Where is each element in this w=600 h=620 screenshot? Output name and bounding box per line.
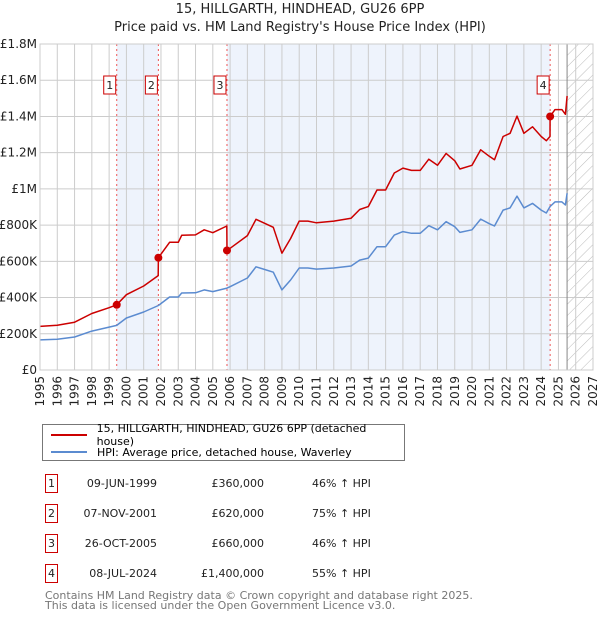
transaction-hpi-change: 75% ↑ HPI (312, 507, 371, 520)
sale-point (154, 253, 163, 262)
x-tick-label: 2018 (430, 376, 444, 407)
legend-label-property: 15, HILLGARTH, HINDHEAD, GU26 6PP (detac… (96, 422, 367, 448)
x-tick-label: 2002 (154, 376, 168, 407)
y-tick-label: £1.6M (0, 73, 37, 87)
y-tick-label: £600K (0, 254, 38, 268)
legend-label-hpi: HPI: Average price, detached house, Wave… (97, 445, 352, 459)
x-tick-label: 2023 (517, 376, 531, 407)
transaction-price: £1,400,000 (201, 567, 264, 580)
x-tick-label: 2026 (569, 376, 583, 407)
sale-point (222, 246, 231, 255)
plot-frame (39, 43, 594, 371)
forecast-hatch (567, 44, 593, 370)
transaction-date: 07-NOV-2001 (83, 507, 157, 520)
legend: 15, HILLGARTH, HINDHEAD, GU26 6PP (detac… (42, 422, 405, 461)
x-tick-label: 2016 (396, 376, 410, 407)
sale-label: 4 (540, 79, 547, 92)
chart-subtitle: Price paid vs. HM Land Registry's House … (114, 20, 486, 35)
transaction-price: £360,000 (211, 477, 265, 490)
sale-label-box (144, 75, 158, 95)
transaction-date: 26-OCT-2005 (84, 537, 157, 550)
x-tick-label: 2014 (361, 376, 375, 407)
y-tick-label: £1.8M (0, 37, 37, 51)
transaction-hpi-change: 46% ↑ HPI (312, 477, 371, 490)
x-tick-label: 2027 (586, 376, 600, 407)
x-tick-label: 2013 (344, 376, 358, 407)
transaction-date: 09-JUN-1999 (86, 477, 157, 490)
x-tick-label: 2020 (465, 376, 479, 407)
property-price-line (39, 95, 568, 328)
y-tick-label: £400K (0, 291, 38, 305)
legend-swatch-hpi (51, 451, 87, 453)
price-chart: 1995 1996 1997 1998 1999 2000 2001 2002 2003 2004… (0, 37, 600, 407)
x-tick-label: 2017 (413, 376, 427, 407)
transaction-row: 2 07-NOV-2001 £620,000 75% ↑ HPI (0, 504, 600, 524)
legend-item-property: 15, HILLGARTH, HINDHEAD, GU26 6PP (detac… (43, 422, 404, 448)
sale-label: 3 (216, 79, 223, 92)
ownership-shade (226, 44, 551, 370)
x-tick-label: 2001 (137, 376, 151, 407)
x-tick-label: 2024 (534, 376, 548, 407)
ownership-shade (116, 44, 159, 370)
sale-point (546, 112, 555, 121)
footer-licence: This data is licensed under the Open Gov… (45, 599, 396, 612)
transaction-badge: 2 (45, 504, 58, 523)
x-tick-label: 2009 (275, 376, 289, 407)
transaction-hpi-change: 55% ↑ HPI (312, 567, 371, 580)
footer-copyright: Contains HM Land Registry data © Crown c… (45, 589, 473, 602)
x-tick-label: 2010 (292, 376, 306, 407)
y-tick-label: £1.2M (0, 146, 37, 160)
x-tick-label: 2005 (206, 376, 220, 407)
transaction-price: £620,000 (211, 507, 265, 520)
x-tick-label: 2000 (119, 376, 133, 407)
transaction-badge: 4 (45, 564, 58, 583)
sale-label: 2 (148, 79, 155, 92)
x-tick-label: 2003 (171, 376, 185, 407)
x-tick-label: 2015 (379, 376, 393, 407)
y-tick-label: £0 (22, 363, 37, 377)
chart-title: 15, HILLGARTH, HINDHEAD, GU26 6PP (175, 2, 425, 17)
transaction-price: £660,000 (211, 537, 265, 550)
x-tick-label: 2019 (448, 376, 462, 407)
transaction-row: 3 26-OCT-2005 £660,000 46% ↑ HPI (0, 534, 600, 554)
sale-label-box (103, 75, 117, 95)
x-tick-label: 1996 (50, 376, 64, 407)
sale-label-box (536, 75, 550, 95)
x-tick-label: 2011 (310, 376, 324, 407)
x-tick-label: 1998 (85, 376, 99, 407)
transaction-row: 4 08-JUL-2024 £1,400,000 55% ↑ HPI (0, 564, 600, 584)
x-tick-label: 1997 (68, 376, 82, 407)
y-tick-label: £200K (0, 327, 38, 341)
y-tick-label: £800K (0, 218, 38, 232)
x-tick-label: 2025 (551, 376, 565, 407)
hpi-line (39, 193, 568, 341)
transaction-badge: 3 (45, 534, 58, 553)
x-tick-label: 2012 (327, 376, 341, 407)
sale-label: 1 (106, 79, 113, 92)
legend-swatch-property (51, 434, 87, 436)
x-tick-label: 2006 (223, 376, 237, 407)
x-tick-label: 2007 (240, 376, 254, 407)
x-tick-label: 2022 (500, 376, 514, 407)
sale-point (112, 300, 121, 309)
y-tick-label: £1M (11, 182, 37, 196)
transaction-badge: 1 (45, 474, 58, 493)
x-tick-label: 1995 (33, 376, 47, 407)
legend-item-hpi: HPI: Average price, detached house, Wave… (43, 444, 352, 460)
x-tick-label: 2004 (189, 376, 203, 407)
x-tick-label: 2008 (258, 376, 272, 407)
y-tick-label: £1.4M (0, 109, 37, 123)
transaction-hpi-change: 46% ↑ HPI (312, 537, 371, 550)
x-tick-label: 1999 (102, 376, 116, 407)
transaction-row: 1 09-JUN-1999 £360,000 46% ↑ HPI (0, 474, 600, 494)
transaction-date: 08-JUL-2024 (89, 567, 157, 580)
x-tick-label: 2021 (482, 376, 496, 407)
sale-label-box (213, 75, 227, 95)
